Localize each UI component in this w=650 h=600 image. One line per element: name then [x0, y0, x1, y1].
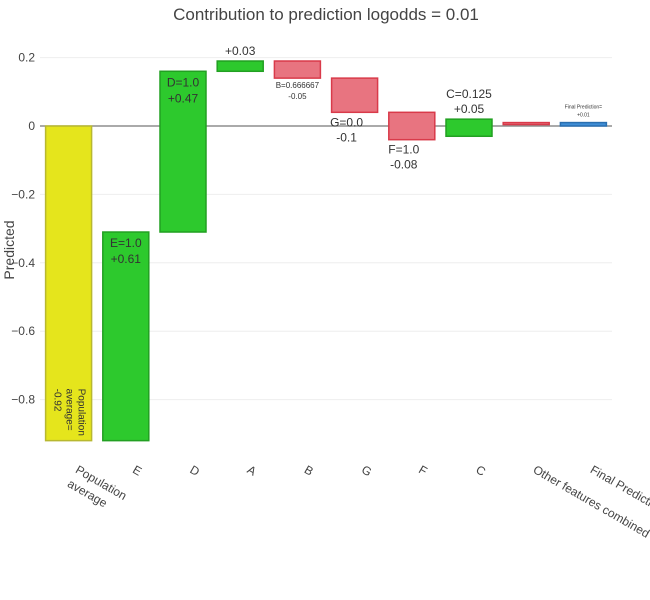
x-tick-label: A — [245, 462, 259, 478]
bar-other-features-combined — [502, 121, 550, 126]
y-tick-label: −0.2 — [11, 187, 35, 201]
bar-e — [102, 231, 150, 442]
bar-d — [159, 70, 207, 233]
x-tick-label: C — [474, 462, 489, 479]
bar-label: E=1.0 — [110, 236, 142, 250]
bar-label: Population — [76, 389, 87, 436]
bar-label: Final Prediction= — [565, 105, 602, 111]
x-tick-label: D — [188, 462, 203, 479]
bar-g — [330, 77, 379, 114]
bar-b — [273, 60, 322, 79]
bar-label: -0.92 — [52, 389, 63, 412]
bar-c — [445, 118, 493, 138]
bar-label: D=1.0 — [167, 75, 200, 89]
x-tick-label: E — [130, 462, 144, 478]
chart-title: Contribution to prediction logodds = 0.0… — [173, 5, 479, 24]
bar-label: +0.61 — [111, 252, 142, 266]
bar-label: +0.47 — [168, 91, 199, 105]
y-tick-label: 0.2 — [18, 51, 35, 65]
x-tick-label: F — [416, 462, 429, 478]
y-tick-label: −0.8 — [11, 393, 35, 407]
bar-label: +0.05 — [454, 102, 485, 116]
bar-label: -0.1 — [336, 130, 357, 144]
y-tick-label: 0 — [28, 119, 35, 133]
bar-f — [388, 111, 436, 141]
x-tick-label: B — [302, 462, 316, 478]
bar-label: -0.05 — [288, 92, 307, 101]
bar-label: G=0.0 — [330, 115, 363, 129]
bar-population-average — [44, 125, 93, 442]
bar-a — [216, 60, 264, 73]
bar-label: C=0.125 — [446, 87, 492, 101]
y-tick-label: −0.4 — [11, 256, 35, 270]
bar-label: -0.08 — [390, 158, 418, 172]
bar-final-prediction — [559, 121, 608, 127]
bar-label: average= — [64, 389, 75, 431]
bar-label: +0.01 — [577, 113, 590, 119]
y-axis-label: Predicted — [1, 220, 17, 279]
x-tick-label: G — [359, 462, 374, 479]
y-tick-label: −0.6 — [11, 324, 35, 338]
bars — [44, 60, 608, 442]
y-tick-labels: 0.2 0 −0.2 −0.4 −0.6 −0.8 — [11, 51, 35, 407]
bar-label: B=0.666667 — [276, 81, 320, 90]
bar-label: +0.03 — [225, 44, 256, 58]
bar-label: F=1.0 — [388, 143, 419, 157]
